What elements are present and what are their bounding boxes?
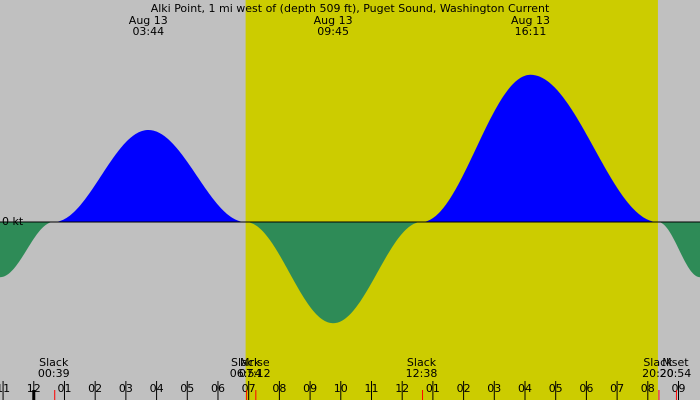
event-time: 00:39 — [38, 367, 70, 380]
peak-date-label: Aug 13 — [314, 14, 353, 27]
zero-label: 0 kt — [2, 215, 24, 228]
event-label: Slack — [407, 356, 437, 369]
peak-time-label: 03:44 — [132, 25, 164, 38]
ebb-area — [658, 222, 700, 278]
hour-tick-label: 05 — [180, 382, 194, 395]
hour-tick-label: 01 — [426, 382, 440, 395]
hour-tick-label: 09 — [672, 382, 686, 395]
flood-area — [54, 130, 245, 222]
event-time: 06:54 — [230, 367, 262, 380]
flood-area — [422, 74, 657, 222]
event-label: Mset — [662, 356, 689, 369]
peak-time-label: 09:45 — [317, 25, 349, 38]
event-time: 07:12 — [239, 367, 271, 380]
event-label: Slack — [643, 356, 673, 369]
hour-tick-label: 03 — [119, 382, 133, 395]
peak-date-label: Aug 13 — [129, 14, 168, 27]
chart-title: Alki Point, 1 mi west of (depth 509 ft),… — [151, 2, 550, 15]
ebb-area — [0, 222, 53, 278]
hour-tick-label: 06 — [211, 382, 225, 395]
event-label: Mrise — [240, 356, 270, 369]
hour-tick-label: 11 — [0, 382, 10, 395]
hour-tick-label: 12 — [27, 382, 41, 395]
event-time: 20:54 — [660, 367, 692, 380]
current-areas — [0, 74, 700, 324]
event-label: Slack — [39, 356, 69, 369]
peak-date-label: Aug 13 — [511, 14, 550, 27]
hour-tick-label: 04 — [150, 382, 164, 395]
hour-axis: 11 12 01 02 03 04 05 06 07 08 09 10 11 12 01 02 03 04 05 06… — [0, 381, 686, 400]
hour-tick-label: 05 — [549, 382, 563, 395]
event-label: Slack — [231, 356, 261, 369]
hour-tick-label: 07 — [242, 382, 256, 395]
hour-tick-label: 07 — [610, 382, 624, 395]
hour-tick-label: 02 — [457, 382, 471, 395]
hour-tick-label: 02 — [88, 382, 102, 395]
hour-tick-label: 11 — [364, 382, 378, 395]
hour-tick-label: 01 — [57, 382, 71, 395]
hour-tick-label: 08 — [272, 382, 286, 395]
hour-tick-label: 09 — [303, 382, 317, 395]
event-labels: Slack00:39Slack06:54Mrise07:12Slack12:38… — [38, 356, 691, 380]
hour-tick-label: 10 — [334, 382, 348, 395]
hour-tick-label: 06 — [579, 382, 593, 395]
peak-time-label: 16:11 — [515, 25, 547, 38]
event-time: 20:20 — [642, 367, 674, 380]
hour-tick-label: 08 — [641, 382, 655, 395]
hour-tick-label: 03 — [487, 382, 501, 395]
hour-tick-label: 12 — [395, 382, 409, 395]
hour-tick-label: 04 — [518, 382, 532, 395]
ebb-area — [246, 222, 421, 324]
event-time: 12:38 — [406, 367, 438, 380]
